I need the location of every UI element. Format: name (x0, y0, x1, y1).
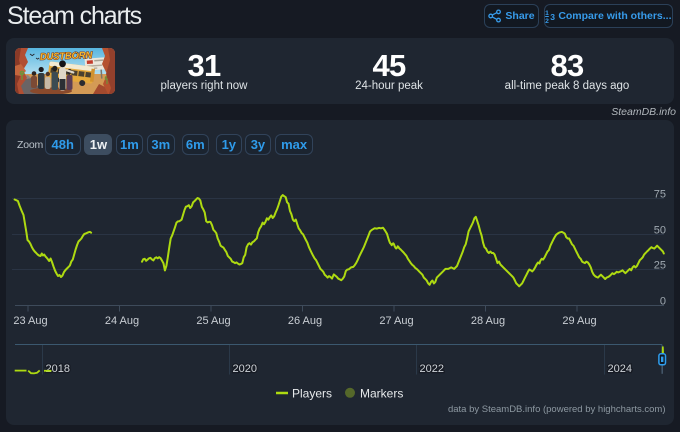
svg-text:25 Aug: 25 Aug (196, 315, 230, 327)
svg-text:28 Aug: 28 Aug (471, 315, 505, 327)
svg-text:2020: 2020 (233, 363, 257, 375)
svg-text:Players: Players (292, 387, 332, 401)
svg-text:23 Aug: 23 Aug (13, 315, 47, 327)
svg-text:DUSTBORN: DUSTBORN (40, 50, 94, 63)
svg-text:2: 2 (545, 18, 549, 24)
svg-text:1: 1 (545, 10, 549, 17)
svg-text:24 Aug: 24 Aug (105, 315, 139, 327)
svg-text:Markers: Markers (360, 387, 403, 401)
svg-text:data by SteamDB.info (powered: data by SteamDB.info (powered by highcha… (448, 404, 666, 415)
svg-text:26 Aug: 26 Aug (288, 315, 322, 327)
svg-text:2018: 2018 (46, 363, 70, 375)
svg-text:0: 0 (660, 296, 666, 308)
svg-text:75: 75 (654, 189, 666, 201)
svg-text:29 Aug: 29 Aug (562, 315, 596, 327)
svg-text:25: 25 (654, 260, 666, 272)
svg-text:27 Aug: 27 Aug (379, 315, 413, 327)
svg-text:2024: 2024 (608, 363, 632, 375)
svg-text:2022: 2022 (420, 363, 444, 375)
svg-text:3: 3 (550, 12, 555, 22)
svg-text:50: 50 (654, 225, 666, 237)
